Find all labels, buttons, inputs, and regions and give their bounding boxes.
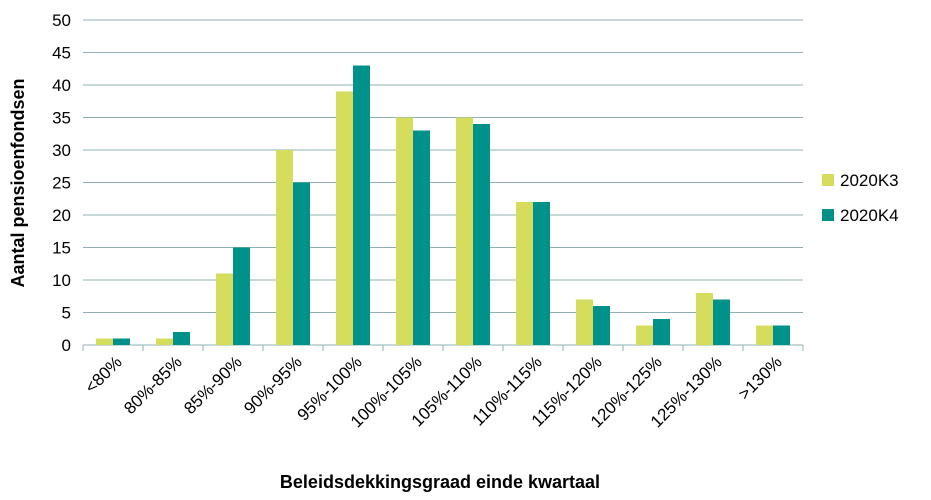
bar bbox=[653, 319, 670, 345]
y-tick-label: 50 bbox=[52, 11, 71, 30]
bar bbox=[353, 65, 370, 345]
y-tick-label: 30 bbox=[52, 141, 71, 160]
y-tick-label: 35 bbox=[52, 109, 71, 128]
bar bbox=[233, 247, 250, 345]
legend-label: 2020K3 bbox=[840, 171, 899, 190]
x-tick-label: 80%-85% bbox=[120, 352, 186, 418]
y-tick-label: 5 bbox=[62, 304, 71, 323]
bar bbox=[173, 332, 190, 345]
bar bbox=[293, 182, 310, 345]
bar bbox=[413, 130, 430, 345]
y-axis-title: Aantal pensioenfondsen bbox=[8, 78, 28, 287]
bar bbox=[516, 202, 533, 345]
bar bbox=[216, 273, 233, 345]
y-tick-label: 40 bbox=[52, 76, 71, 95]
x-tick-label: <80% bbox=[81, 352, 126, 397]
bar bbox=[96, 338, 113, 345]
bar bbox=[636, 325, 653, 345]
y-tick-label: 20 bbox=[52, 206, 71, 225]
legend-swatch bbox=[822, 209, 834, 221]
bar bbox=[276, 150, 293, 345]
bar bbox=[456, 117, 473, 345]
y-tick-label: 10 bbox=[52, 271, 71, 290]
y-tick-label: 0 bbox=[62, 336, 71, 355]
bar bbox=[336, 91, 353, 345]
bar bbox=[533, 202, 550, 345]
bar bbox=[156, 338, 173, 345]
bar bbox=[113, 338, 130, 345]
bar bbox=[696, 293, 713, 345]
bar bbox=[713, 299, 730, 345]
x-tick-label: >130% bbox=[735, 352, 786, 403]
y-tick-label: 45 bbox=[52, 44, 71, 63]
x-tick-label: 85%-90% bbox=[180, 352, 246, 418]
bar bbox=[593, 306, 610, 345]
legend-label: 2020K4 bbox=[840, 206, 899, 225]
legend-swatch bbox=[822, 174, 834, 186]
bar bbox=[773, 325, 790, 345]
bar bbox=[473, 124, 490, 345]
y-tick-label: 15 bbox=[52, 239, 71, 258]
bar bbox=[756, 325, 773, 345]
x-axis-title: Beleidsdekkingsgraad einde kwartaal bbox=[280, 472, 600, 492]
y-tick-label: 25 bbox=[52, 174, 71, 193]
bar bbox=[396, 117, 413, 345]
bar bbox=[576, 299, 593, 345]
